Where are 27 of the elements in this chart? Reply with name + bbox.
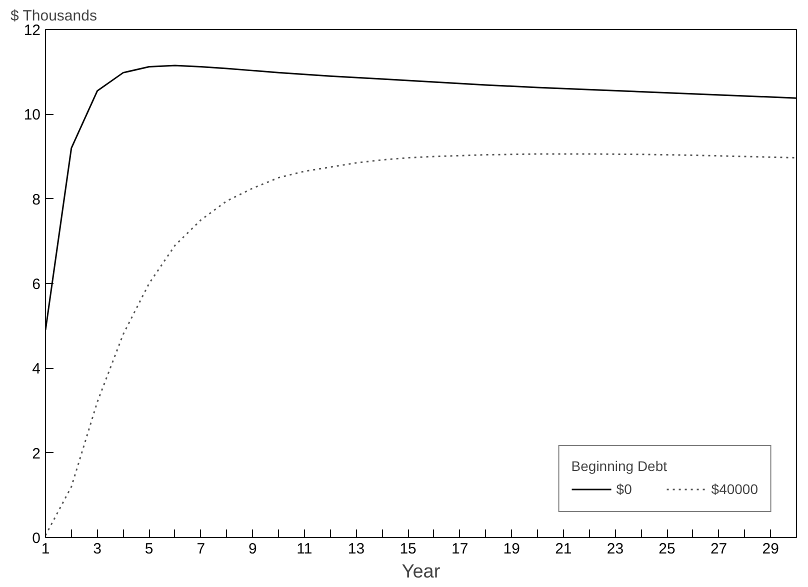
x-tick-label: 3 [93, 540, 102, 558]
x-tick-label: 7 [196, 540, 206, 558]
y-tick-label: 4 [32, 360, 40, 378]
x-tick-label: 5 [144, 540, 154, 558]
x-tick-label: 9 [248, 540, 257, 558]
y-tick-label: 2 [32, 445, 40, 462]
x-tick-label: 27 [710, 540, 728, 558]
y-tick-label: 8 [32, 191, 40, 208]
x-tick-label: 23 [606, 540, 624, 558]
y-tick-label: 0 [32, 530, 40, 547]
x-axis-title: Year [402, 562, 441, 582]
y-tick-label: 12 [24, 22, 41, 39]
x-tick-label: 11 [296, 540, 312, 558]
legend-label: $0 [616, 481, 633, 497]
x-tick-label: 19 [503, 540, 520, 558]
y-tick-label: 10 [24, 106, 41, 124]
y-tick-label: 6 [32, 276, 40, 293]
legend-title: Beginning Debt [571, 458, 668, 474]
x-tick-label: 17 [452, 540, 468, 558]
x-tick-label: 25 [658, 540, 676, 558]
x-tick-label: 13 [348, 540, 365, 558]
x-tick-label: 21 [555, 540, 572, 558]
x-tick-label: 15 [400, 540, 416, 558]
x-tick-label: 29 [762, 540, 779, 558]
x-tick-label: 1 [41, 540, 50, 558]
y-axis-title: $ Thousands [10, 8, 97, 24]
legend-label: $40000 [711, 481, 758, 497]
